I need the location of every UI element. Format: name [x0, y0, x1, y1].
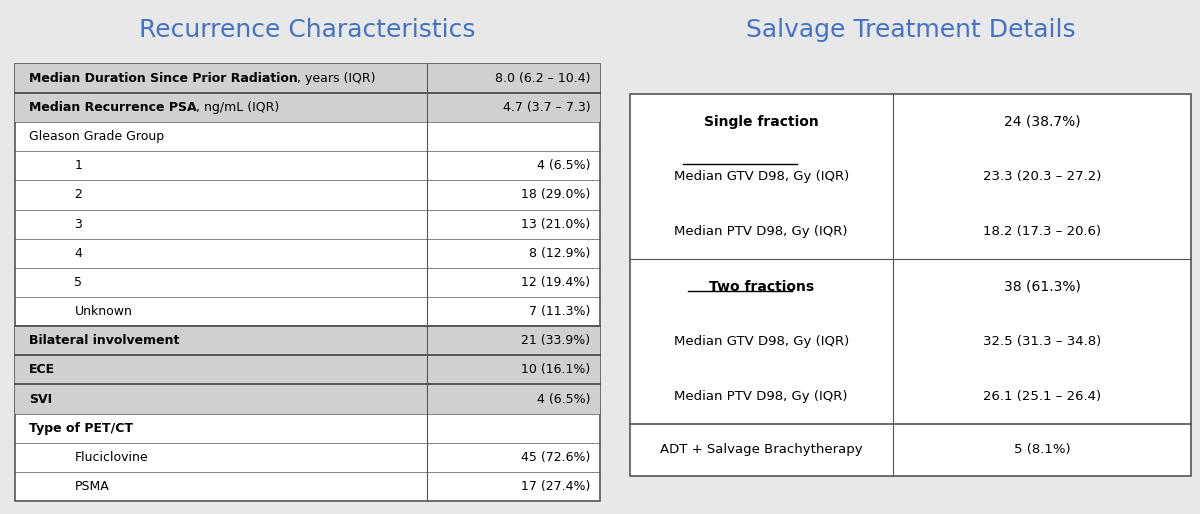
Text: Type of PET/CT: Type of PET/CT [29, 421, 133, 435]
Text: Fluciclovine: Fluciclovine [74, 451, 148, 464]
Text: Median GTV D98, Gy (IQR): Median GTV D98, Gy (IQR) [673, 170, 848, 183]
Text: 4 (6.5%): 4 (6.5%) [536, 393, 590, 406]
Text: , ng/mL (IQR): , ng/mL (IQR) [196, 101, 280, 114]
Text: , years (IQR): , years (IQR) [296, 72, 376, 85]
Text: 21 (33.9%): 21 (33.9%) [521, 334, 590, 347]
FancyBboxPatch shape [14, 93, 600, 122]
Text: 12 (19.4%): 12 (19.4%) [521, 276, 590, 289]
Text: 17 (27.4%): 17 (27.4%) [521, 480, 590, 493]
Text: 8 (12.9%): 8 (12.9%) [529, 247, 590, 260]
Text: Median PTV D98, Gy (IQR): Median PTV D98, Gy (IQR) [674, 225, 848, 238]
Text: Recurrence Characteristics: Recurrence Characteristics [139, 18, 475, 42]
Text: 38 (61.3%): 38 (61.3%) [1003, 280, 1080, 293]
Text: 13 (21.0%): 13 (21.0%) [521, 217, 590, 231]
FancyBboxPatch shape [14, 64, 600, 501]
Text: Two fractions: Two fractions [709, 280, 814, 293]
Text: 8.0 (6.2 – 10.4): 8.0 (6.2 – 10.4) [494, 72, 590, 85]
Text: 24 (38.7%): 24 (38.7%) [1003, 115, 1080, 129]
Text: 4 (6.5%): 4 (6.5%) [536, 159, 590, 172]
Text: 10 (16.1%): 10 (16.1%) [521, 363, 590, 376]
Text: 4.7 (3.7 – 7.3): 4.7 (3.7 – 7.3) [503, 101, 590, 114]
Text: Single fraction: Single fraction [704, 115, 818, 129]
Text: 23.3 (20.3 – 27.2): 23.3 (20.3 – 27.2) [983, 170, 1102, 183]
FancyBboxPatch shape [14, 64, 600, 93]
Text: Median Recurrence PSA: Median Recurrence PSA [29, 101, 197, 114]
Text: ADT + Salvage Brachytherapy: ADT + Salvage Brachytherapy [660, 444, 863, 456]
Text: 32.5 (31.3 – 34.8): 32.5 (31.3 – 34.8) [983, 335, 1102, 348]
Text: 1: 1 [74, 159, 83, 172]
Text: Median GTV D98, Gy (IQR): Median GTV D98, Gy (IQR) [673, 335, 848, 348]
Text: 26.1 (25.1 – 26.4): 26.1 (25.1 – 26.4) [983, 390, 1102, 403]
Text: Gleason Grade Group: Gleason Grade Group [29, 130, 164, 143]
Text: SVI: SVI [29, 393, 52, 406]
Text: Median PTV D98, Gy (IQR): Median PTV D98, Gy (IQR) [674, 390, 848, 403]
Text: Median Duration Since Prior Radiation: Median Duration Since Prior Radiation [29, 72, 298, 85]
Text: 45 (72.6%): 45 (72.6%) [521, 451, 590, 464]
Text: 7 (11.3%): 7 (11.3%) [529, 305, 590, 318]
FancyBboxPatch shape [630, 94, 1192, 475]
Text: 18 (29.0%): 18 (29.0%) [521, 189, 590, 201]
Text: Salvage Treatment Details: Salvage Treatment Details [745, 18, 1075, 42]
Text: Unknown: Unknown [74, 305, 132, 318]
Text: 4: 4 [74, 247, 83, 260]
FancyBboxPatch shape [14, 326, 600, 355]
Text: ECE: ECE [29, 363, 55, 376]
FancyBboxPatch shape [14, 384, 600, 414]
Text: 5: 5 [74, 276, 83, 289]
Text: 3: 3 [74, 217, 83, 231]
Text: 5 (8.1%): 5 (8.1%) [1014, 444, 1070, 456]
Text: PSMA: PSMA [74, 480, 109, 493]
Text: Bilateral involvement: Bilateral involvement [29, 334, 180, 347]
Text: 2: 2 [74, 189, 83, 201]
Text: 18.2 (17.3 – 20.6): 18.2 (17.3 – 20.6) [983, 225, 1102, 238]
FancyBboxPatch shape [14, 355, 600, 384]
